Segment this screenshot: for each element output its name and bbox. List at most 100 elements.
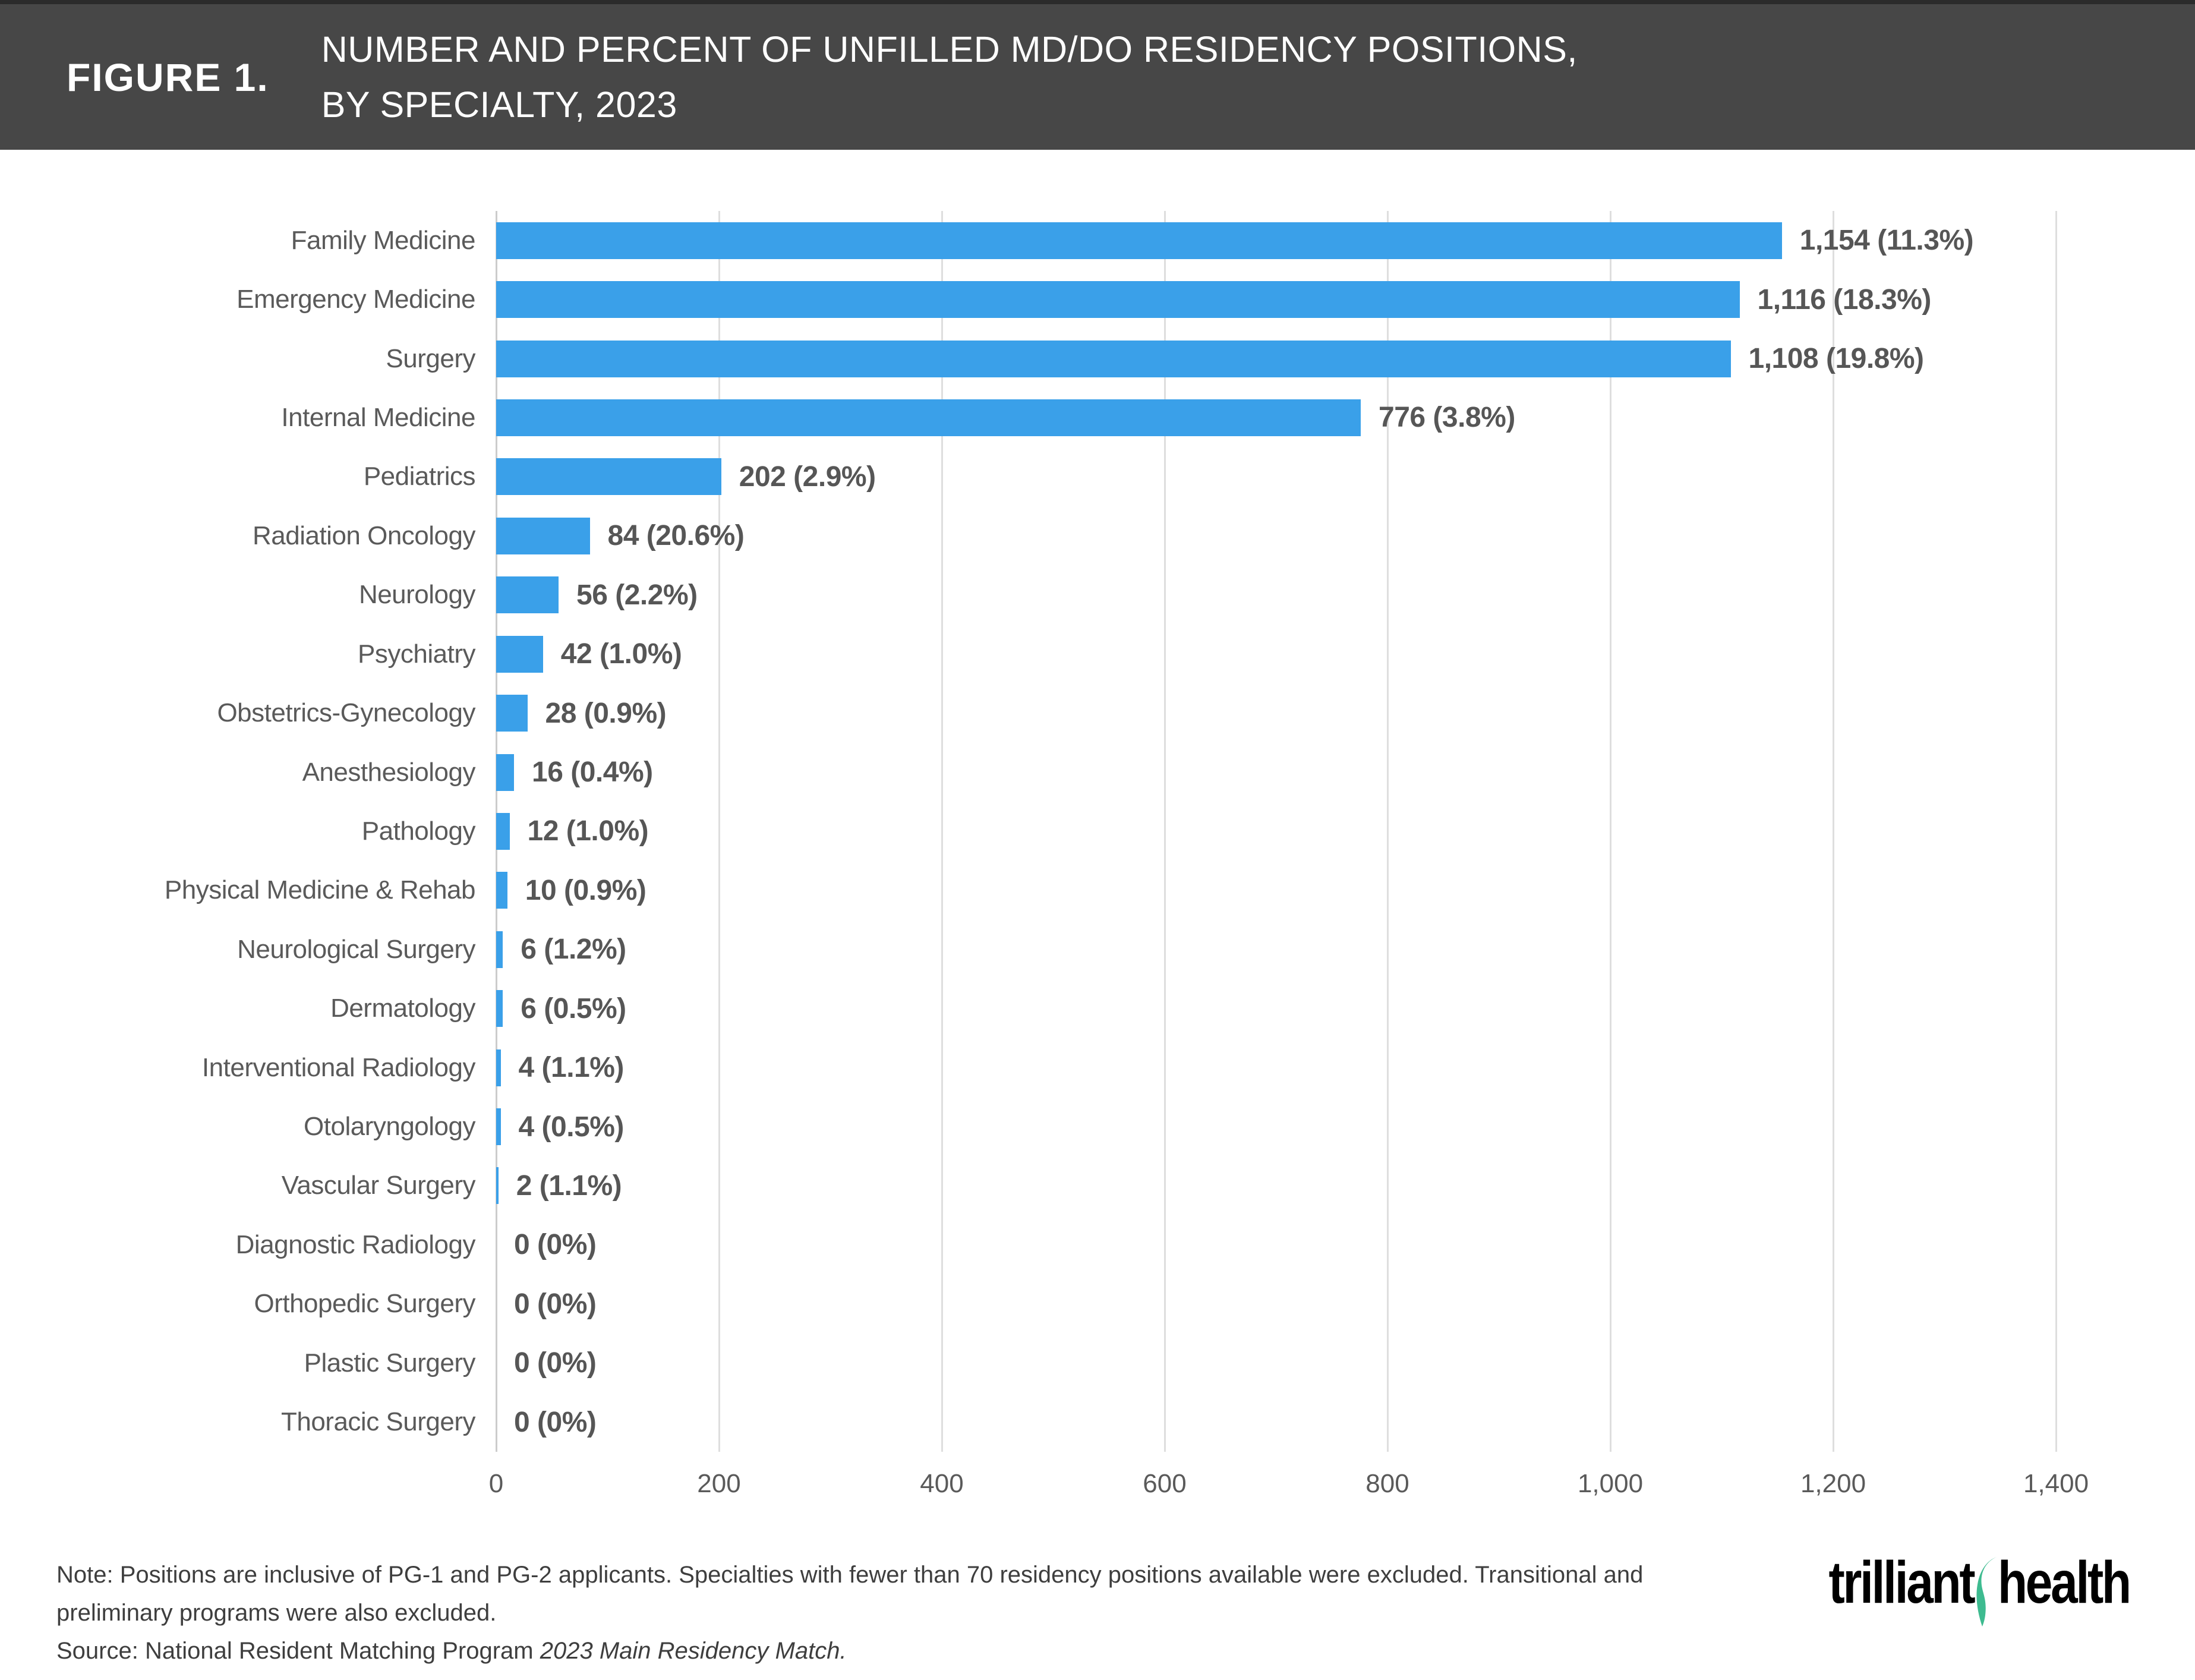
bar [496,222,1782,259]
bar-row: 6 (1.2%) [496,920,2160,979]
bar-row: 1,116 (18.3%) [496,270,2160,329]
bar [496,1167,499,1205]
bar [496,872,507,909]
value-label: 84 (20.6%) [607,520,745,552]
logo-word-health: health [1997,1549,2131,1616]
bar [496,517,590,554]
bar-row: 2 (1.1%) [496,1156,2160,1215]
category-label: Radiation Oncology [252,521,476,550]
value-label: 4 (0.5%) [518,1111,625,1143]
bar-rows: 1,154 (11.3%) 1,116 (18.3%) 1,108 (19.8%) 7… [496,211,2160,1452]
bar [496,695,528,732]
value-label: 2 (1.1%) [516,1170,622,1202]
x-tick-label: 1,400 [2023,1469,2089,1498]
value-label: 56 (2.2%) [576,579,698,611]
category-label: Diagnostic Radiology [235,1230,476,1259]
bar [496,576,559,614]
gridline [1832,211,1834,1452]
source-prefix: Source: National Resident Matching Progr… [56,1638,540,1664]
bar [496,812,510,850]
bar-row: 202 (2.9%) [496,447,2160,506]
bar-row: 0 (0%) [496,1334,2160,1392]
value-label: 10 (0.9%) [525,874,646,906]
value-label: 16 (0.4%) [532,757,653,788]
x-tick-label: 1,200 [1800,1469,1866,1498]
bar-row: 776 (3.8%) [496,388,2160,447]
bar-row: 4 (1.1%) [496,1038,2160,1097]
logo-swoosh-icon [1976,1557,1997,1627]
x-tick-label: 400 [920,1469,964,1498]
value-label: 1,116 (18.3%) [1757,283,1932,316]
top-border [0,0,2195,4]
value-label: 0 (0%) [514,1406,597,1438]
category-label: Orthopedic Surgery [254,1289,475,1319]
logo-word-trilliant: trilliant [1828,1549,1976,1616]
category-label: Interventional Radiology [201,1052,476,1082]
gridline [1609,211,1611,1452]
bar [496,754,514,791]
category-label: Pathology [361,816,476,846]
bar [496,1108,501,1146]
bar-row: 6 (0.5%) [496,979,2160,1038]
bar-row: 1,154 (11.3%) [496,211,2160,270]
category-label: Neurological Surgery [237,934,475,964]
value-label: 0 (0%) [514,1347,597,1379]
value-label: 6 (1.2%) [521,934,626,966]
category-label: Anesthesiology [302,757,476,787]
bar-row: 42 (1.0%) [496,625,2160,683]
category-label: Dermatology [330,994,475,1023]
footnote-line1: Note: Positions are inclusive of PG-1 an… [56,1562,1644,1588]
value-label: 42 (1.0%) [560,638,682,670]
value-label: 1,108 (19.8%) [1748,343,1925,375]
bar [496,340,1731,377]
category-label: Thoracic Surgery [280,1407,476,1437]
category-axis-labels: Family Medicine Emergency Medicine Surgery… [36,211,476,1452]
footnote-line2: preliminary programs were also excluded. [56,1600,497,1626]
value-label: 6 (0.5%) [521,992,626,1025]
category-label: Obstetrics-Gynecology [217,698,475,728]
x-tick-label: 0 [488,1469,504,1498]
value-label: 12 (1.0%) [527,815,649,847]
bar [496,990,503,1027]
category-label: Neurology [358,580,476,610]
category-label: Pediatrics [363,462,476,491]
bar-row: 1,108 (19.8%) [496,329,2160,388]
bar-row: 0 (0%) [496,1392,2160,1451]
chart-title: NUMBER AND PERCENT OF UNFILLED MD/DO RES… [321,22,1578,132]
bar-row: 10 (0.9%) [496,861,2160,920]
bar [496,1049,501,1086]
category-label: Physical Medicine & Rehab [164,875,476,905]
gridline [1163,211,1166,1452]
category-label: Emergency Medicine [236,285,475,314]
category-label: Internal Medicine [281,402,475,432]
chart-title-line2: BY SPECIALTY, 2023 [321,84,677,125]
source-line: Source: National Resident Matching Progr… [56,1632,1774,1670]
bar-row: 28 (0.9%) [496,683,2160,742]
gridline [941,211,943,1452]
bar-row: 84 (20.6%) [496,506,2160,565]
figure-number-label: FIGURE 1. [67,55,269,99]
value-label: 0 (0%) [514,1288,597,1320]
category-label: Family Medicine [291,225,476,255]
value-label: 28 (0.9%) [545,697,667,729]
category-label: Psychiatry [358,639,475,669]
chart-title-line1: NUMBER AND PERCENT OF UNFILLED MD/DO RES… [321,29,1578,70]
value-label: 4 (1.1%) [518,1052,625,1084]
trilliant-health-logo: trilliant health [1797,1549,2158,1627]
category-label: Otolaryngology [304,1112,475,1142]
gridline [1386,211,1389,1452]
bar [496,931,503,968]
x-tick-label: 600 [1143,1469,1187,1498]
value-label: 202 (2.9%) [739,461,876,493]
bar-row: 0 (0%) [496,1215,2160,1274]
bar [496,458,721,496]
value-label: 1,154 (11.3%) [1799,225,1974,257]
x-tick-label: 1,000 [1577,1469,1644,1498]
x-tick-label: 200 [697,1469,741,1498]
category-label: Plastic Surgery [304,1348,476,1378]
x-tick-label: 800 [1365,1469,1409,1498]
category-label: Vascular Surgery [281,1171,476,1200]
value-label: 776 (3.8%) [1379,402,1515,434]
bar [496,399,1361,436]
